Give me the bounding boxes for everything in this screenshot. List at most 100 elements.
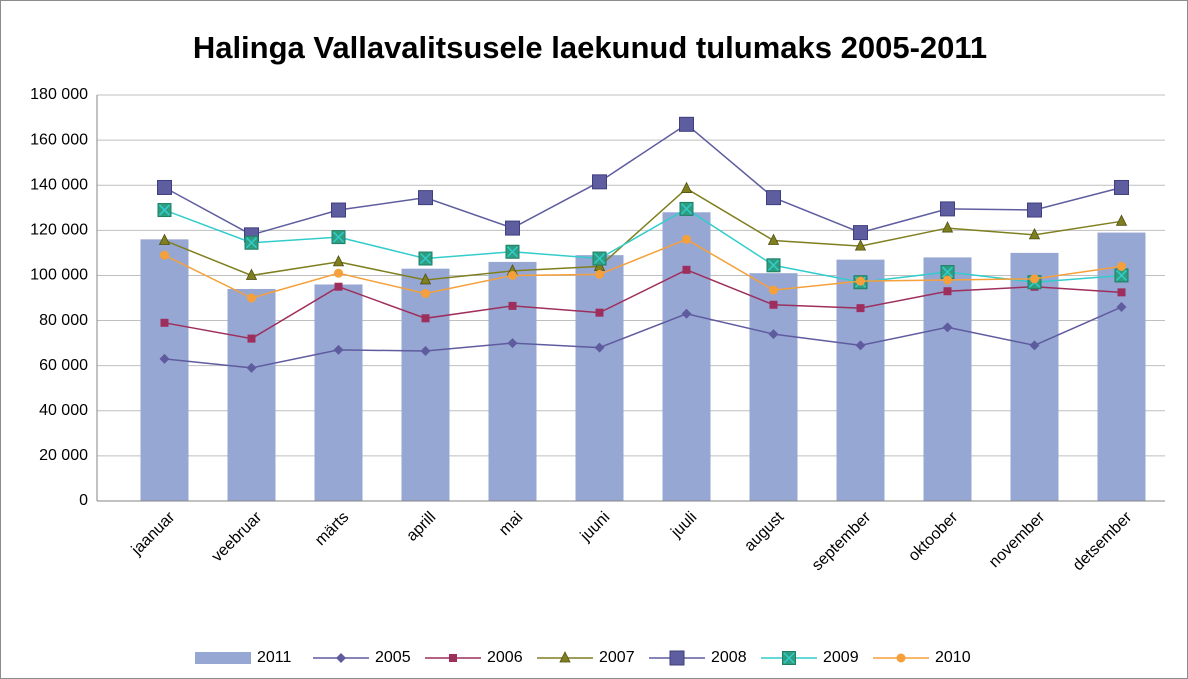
marker-cross: [783, 652, 795, 664]
marker: [332, 255, 345, 267]
marker: [333, 344, 344, 355]
marker: [856, 304, 865, 313]
y-tick-label: 140 000: [30, 176, 88, 193]
marker: [669, 650, 685, 666]
marker-cross: [419, 252, 432, 265]
line: [164, 238, 1122, 299]
marker-cross: [941, 266, 954, 278]
marker: [159, 353, 170, 364]
marker: [1029, 340, 1040, 351]
y-tick-label: 80 000: [39, 312, 88, 329]
marker: [334, 282, 343, 291]
marker: [941, 221, 954, 233]
marker: [1115, 214, 1128, 226]
marker: [943, 287, 952, 296]
marker: [896, 653, 906, 663]
marker: [419, 273, 432, 285]
marker: [421, 314, 430, 323]
marker: [245, 268, 258, 280]
marker: [331, 202, 346, 218]
legend-label: 2006: [487, 649, 523, 666]
marker: [247, 334, 256, 343]
y-tick-label: 100 000: [30, 267, 88, 284]
bar: [1010, 252, 1059, 501]
marker: [1116, 302, 1127, 313]
legend-label: 2005: [375, 649, 411, 666]
marker: [1114, 179, 1129, 195]
marker: [856, 276, 865, 286]
bar: [749, 273, 798, 501]
bar: [662, 212, 711, 502]
bar: [140, 239, 189, 501]
marker: [418, 190, 433, 206]
marker: [682, 265, 691, 274]
line: [164, 306, 1122, 369]
marker: [682, 234, 691, 244]
marker: [940, 201, 955, 217]
marker-cross: [332, 231, 345, 243]
marker: [420, 346, 431, 357]
legend-label: 2007: [599, 649, 635, 666]
line: [164, 208, 1122, 283]
bar: [227, 288, 276, 501]
marker: [768, 329, 779, 340]
marker: [508, 270, 517, 280]
marker: [595, 308, 604, 317]
marker: [854, 239, 867, 251]
chart-title: Halinga Vallavalitsusele laekunud tuluma…: [193, 30, 987, 65]
marker: [160, 250, 169, 260]
marker: [943, 275, 952, 285]
marker: [942, 322, 953, 333]
marker: [592, 174, 607, 190]
markers: [159, 302, 1127, 373]
marker: [766, 190, 781, 206]
marker-cross: [680, 203, 693, 215]
marker: [1030, 274, 1039, 284]
legend-swatch: [195, 652, 251, 664]
legend-label: 2009: [823, 649, 859, 666]
line: [164, 187, 1122, 281]
marker: [334, 268, 343, 278]
marker: [595, 269, 604, 279]
bar: [314, 284, 363, 501]
marker: [508, 301, 517, 310]
marker-cross: [1115, 269, 1128, 281]
marker: [679, 116, 694, 132]
marker: [680, 181, 693, 194]
marker: [1028, 227, 1041, 240]
marker: [855, 340, 866, 351]
bar: [575, 255, 624, 501]
marker: [505, 220, 520, 236]
marker: [247, 293, 256, 303]
marker: [769, 300, 778, 309]
bar: [401, 268, 450, 501]
y-tick-label: 60 000: [39, 357, 88, 374]
legend-label: 2010: [935, 649, 971, 666]
marker: [594, 342, 605, 353]
marker-cross: [767, 259, 780, 271]
markers: [160, 234, 1126, 303]
marker: [769, 285, 778, 295]
marker: [246, 362, 257, 373]
y-tick-label: 20 000: [39, 447, 88, 464]
y-tick-label: 160 000: [30, 131, 88, 148]
y-tick-label: 120 000: [30, 222, 88, 239]
marker: [160, 318, 169, 327]
marker: [1117, 261, 1126, 271]
marker: [1117, 288, 1126, 297]
line: [164, 123, 1122, 236]
bar: [836, 259, 885, 501]
legend-label: 2008: [711, 649, 747, 666]
marker: [421, 288, 430, 298]
legend-label: 2011: [257, 649, 292, 666]
marker: [336, 653, 346, 663]
bar: [488, 261, 537, 501]
marker: [507, 338, 518, 349]
y-tick-label: 180 000: [30, 86, 88, 103]
markers: [157, 201, 1129, 290]
y-tick-label: 40 000: [39, 402, 88, 419]
marker: [157, 179, 172, 195]
bar: [923, 257, 972, 501]
line: [164, 268, 1122, 340]
marker: [449, 654, 457, 662]
